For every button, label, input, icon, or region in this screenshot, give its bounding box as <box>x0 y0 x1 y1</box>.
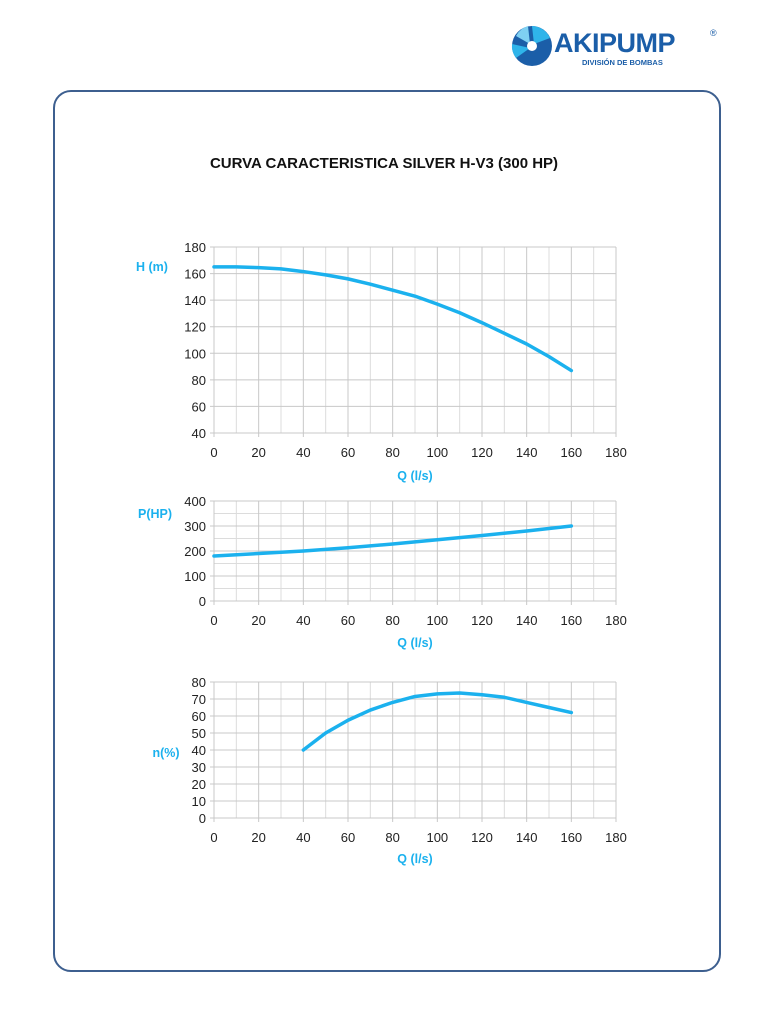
y-tick-label: 400 <box>184 494 206 509</box>
logo-subtitle: DIVISIÓN DE BOMBAS <box>582 58 663 67</box>
x-tick-label: 100 <box>426 613 448 628</box>
x-tick-label: 160 <box>560 613 582 628</box>
x-tick-label: 20 <box>251 445 265 460</box>
y-tick-label: 120 <box>184 320 206 335</box>
x-tick-label: 60 <box>341 445 355 460</box>
page-frame <box>53 90 721 972</box>
chart-3: 0 20 40 60 80 100 120 140 160 180 0 10 20 30 40 50 60 70 8… <box>152 675 626 866</box>
x-axis-label: Q (l/s) <box>397 636 432 650</box>
y-tick-label: 180 <box>184 240 206 255</box>
y-tick-label: 70 <box>192 692 206 707</box>
x-tick-label: 60 <box>341 830 355 845</box>
x-tick-label: 40 <box>296 830 310 845</box>
x-tick-label: 120 <box>471 613 493 628</box>
x-tick-label: 160 <box>560 445 582 460</box>
y-tick-label: 30 <box>192 760 206 775</box>
y-tick-label: 60 <box>192 709 206 724</box>
y-tick-label: 0 <box>199 594 206 609</box>
x-tick-label: 160 <box>560 830 582 845</box>
y-tick-label: 10 <box>192 794 206 809</box>
x-tick-label: 40 <box>296 445 310 460</box>
x-tick-label: 140 <box>516 445 538 460</box>
y-tick-label: 80 <box>192 373 206 388</box>
x-tick-label: 0 <box>210 445 217 460</box>
x-axis-label: Q (l/s) <box>397 469 432 483</box>
chart-2: 0 20 40 60 80 100 120 140 160 180 0 100 200 300 400 P(H… <box>138 494 627 650</box>
y-tick-label: 60 <box>192 399 206 414</box>
x-tick-label: 80 <box>385 613 399 628</box>
x-tick-label: 180 <box>605 830 627 845</box>
akipump-logo: AKIPUMP ® DIVISIÓN DE BOMBAS <box>510 18 730 74</box>
y-tick-label: 40 <box>192 426 206 441</box>
x-tick-label: 60 <box>341 613 355 628</box>
y-tick-label: 80 <box>192 675 206 690</box>
x-tick-label: 0 <box>210 830 217 845</box>
x-tick-label: 40 <box>296 613 310 628</box>
x-tick-label: 20 <box>251 830 265 845</box>
x-tick-label: 0 <box>210 613 217 628</box>
x-tick-label: 80 <box>385 445 399 460</box>
y-tick-label: 140 <box>184 293 206 308</box>
x-tick-label: 180 <box>605 445 627 460</box>
x-axis-label: Q (l/s) <box>397 852 432 866</box>
x-tick-label: 140 <box>516 830 538 845</box>
x-tick-label: 100 <box>426 830 448 845</box>
y-tick-label: 300 <box>184 519 206 534</box>
y-tick-label: 20 <box>192 777 206 792</box>
logo-brand: AKIPUMP <box>554 28 676 58</box>
y-axis-label: H (m) <box>136 260 168 274</box>
y-tick-label: 40 <box>192 743 206 758</box>
y-tick-label: 100 <box>184 569 206 584</box>
x-tick-label: 140 <box>516 613 538 628</box>
x-tick-label: 180 <box>605 613 627 628</box>
impeller-icon <box>511 26 552 66</box>
x-tick-label: 120 <box>471 830 493 845</box>
y-tick-label: 0 <box>199 811 206 826</box>
x-tick-label: 20 <box>251 613 265 628</box>
y-axis-label: P(HP) <box>138 507 172 521</box>
y-tick-label: 160 <box>184 267 206 282</box>
x-tick-label: 120 <box>471 445 493 460</box>
y-tick-label: 100 <box>184 346 206 361</box>
logo-registered: ® <box>710 28 717 38</box>
y-tick-label: 50 <box>192 726 206 741</box>
x-tick-label: 80 <box>385 830 399 845</box>
x-tick-label: 100 <box>426 445 448 460</box>
chart-1: 0 20 40 60 80 100 120 140 160 180 40 60 80 100 120 140 1… <box>136 240 627 483</box>
y-tick-label: 200 <box>184 544 206 559</box>
chart-title: CURVA CARACTERISTICA SILVER H-V3 (300 HP… <box>209 155 559 172</box>
y-axis-label: n(%) <box>152 746 179 760</box>
